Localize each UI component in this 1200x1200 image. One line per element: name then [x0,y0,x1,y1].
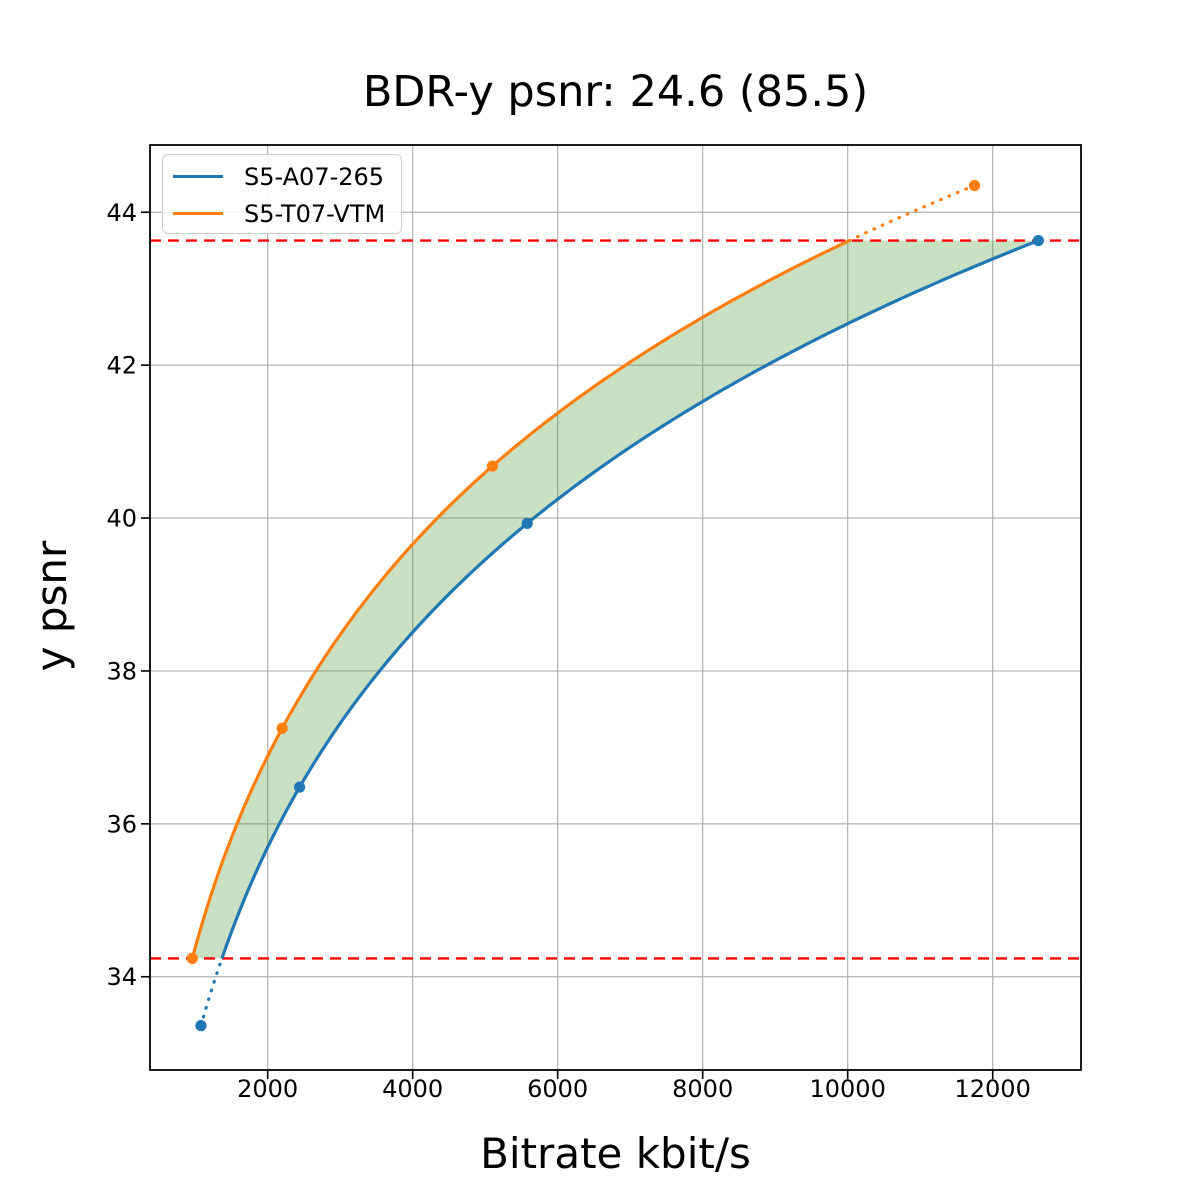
x-tick-label-12000: 12000 [955,1075,1031,1103]
series-curve-extrapolated-S5-A07-265 [199,956,224,1028]
legend: S5-A07-265 S5-T07-VTM [162,154,402,234]
x-tick-label-8000: 8000 [672,1075,733,1103]
legend-item-label-0: S5-A07-265 [244,162,385,191]
data-point-marker-S5-T07-VTM [186,952,198,964]
legend-item-label-1: S5-T07-VTM [244,199,386,228]
data-point-marker-S5-A07-265 [1032,234,1044,247]
plot-border [149,144,1082,1071]
chart-title: BDR-y psnr: 24.6 (85.5) [362,67,869,117]
data-point-marker-S5-A07-265 [293,781,306,793]
data-point-marker-S5-A07-265 [521,517,533,530]
data-point-marker-S5-T07-VTM [968,179,981,192]
y-tick-label-40: 40 [106,505,137,533]
y-tick-label-42: 42 [106,352,137,380]
bd-area-fill [192,240,1039,959]
series-curve-extrapolated-S5-T07-VTM [847,183,977,243]
y-tick-label-34: 34 [106,963,137,991]
series-curve-S5-A07-265 [220,239,1039,959]
y-axis-label: y psnr [27,540,76,672]
legend-item-0: S5-A07-265 [173,158,401,195]
data-point-marker-S5-T07-VTM [486,460,499,472]
x-tick-label-10000: 10000 [810,1075,886,1103]
x-axis-label: Bitrate kbit/s [480,1129,751,1178]
data-point-marker-S5-T07-VTM [276,722,288,734]
x-tick-label-6000: 6000 [527,1075,588,1103]
y-tick-label-36: 36 [106,810,137,838]
y-tick-label-38: 38 [106,657,137,685]
data-point-marker-S5-A07-265 [195,1020,207,1032]
series-curve-S5-T07-VTM [190,239,850,959]
x-tick-label-2000: 2000 [237,1075,298,1103]
legend-item-1: S5-T07-VTM [173,195,401,232]
legend-line-sample-0 [173,174,223,179]
legend-line-sample-1 [173,211,223,216]
y-tick-label-44: 44 [106,199,137,227]
x-tick-label-4000: 4000 [382,1075,443,1103]
